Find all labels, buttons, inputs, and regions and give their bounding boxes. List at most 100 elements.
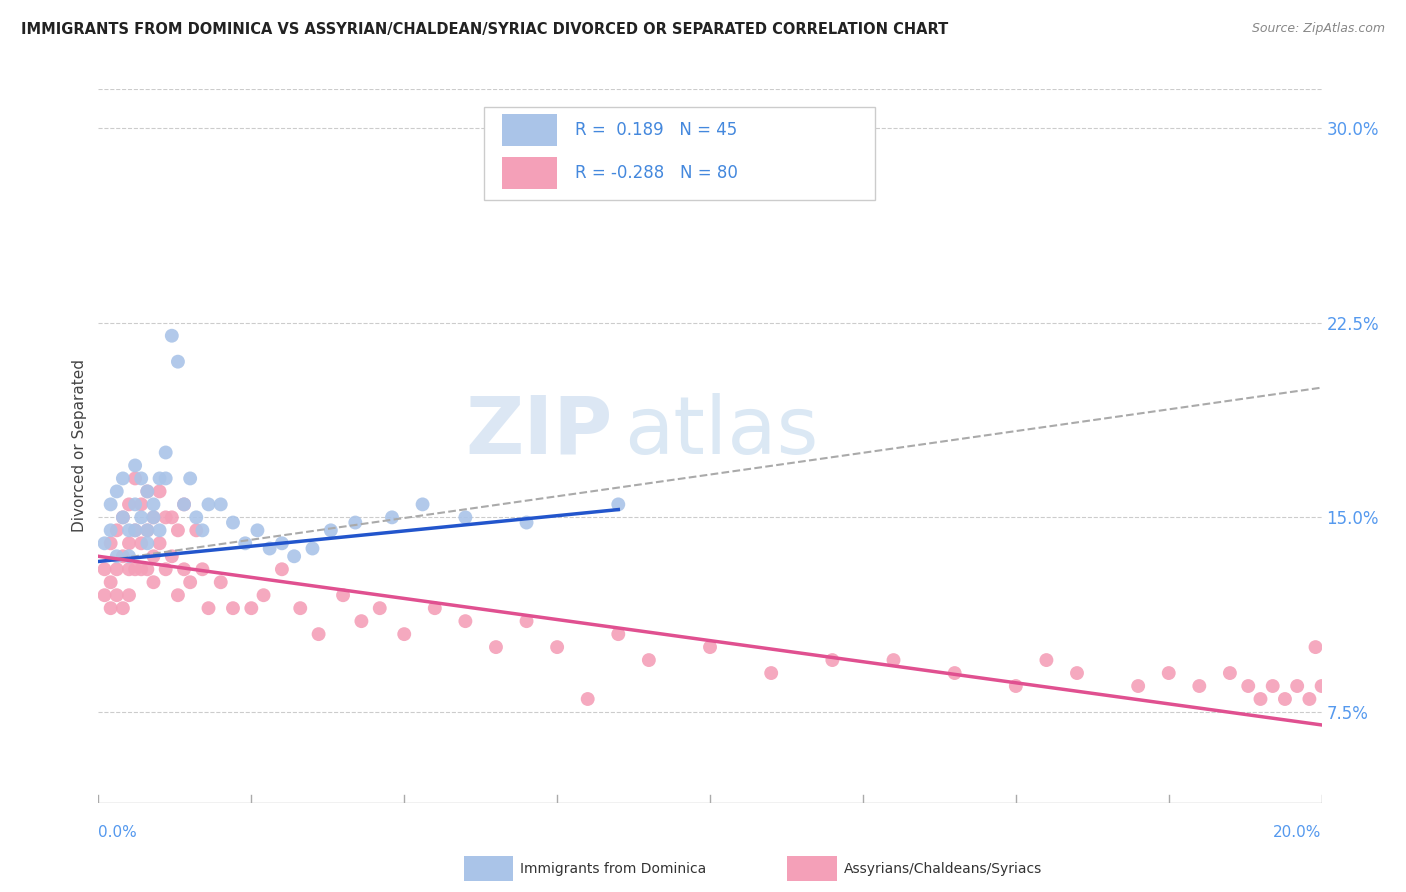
Point xyxy=(270,562,292,576)
Point xyxy=(943,666,966,681)
Point xyxy=(344,516,367,530)
Point xyxy=(516,614,538,628)
Point xyxy=(124,497,146,511)
Point xyxy=(129,536,152,550)
Point xyxy=(1249,692,1271,706)
Text: IMMIGRANTS FROM DOMINICA VS ASSYRIAN/CHALDEAN/SYRIAC DIVORCED OR SEPARATED CORRE: IMMIGRANTS FROM DOMINICA VS ASSYRIAN/CHA… xyxy=(21,22,948,37)
Point xyxy=(118,536,141,550)
Text: 20.0%: 20.0% xyxy=(1274,825,1322,840)
Point xyxy=(191,524,214,538)
Point xyxy=(1274,692,1296,706)
Point xyxy=(290,601,312,615)
Point xyxy=(111,471,134,485)
Point xyxy=(111,510,134,524)
Point xyxy=(516,516,538,530)
Point xyxy=(454,614,477,628)
Point xyxy=(252,588,274,602)
Point xyxy=(142,510,165,524)
Point xyxy=(155,471,177,485)
Point xyxy=(93,588,115,602)
Text: ZIP: ZIP xyxy=(465,392,612,471)
Point xyxy=(129,497,152,511)
Point xyxy=(576,692,599,706)
Point xyxy=(179,471,201,485)
Point xyxy=(319,524,342,538)
Point xyxy=(136,524,159,538)
Point xyxy=(173,562,195,576)
Point xyxy=(160,328,183,343)
Point xyxy=(167,588,190,602)
Point xyxy=(637,653,661,667)
Point xyxy=(105,524,128,538)
Point xyxy=(142,549,165,564)
Text: atlas: atlas xyxy=(624,392,818,471)
Point xyxy=(105,562,128,576)
Point xyxy=(155,445,177,459)
Point xyxy=(1188,679,1211,693)
Point xyxy=(118,497,141,511)
Point xyxy=(100,601,122,615)
Point xyxy=(124,458,146,473)
Text: R =  0.189   N = 45: R = 0.189 N = 45 xyxy=(575,121,738,139)
Point xyxy=(368,601,391,615)
Text: Source: ZipAtlas.com: Source: ZipAtlas.com xyxy=(1251,22,1385,36)
Point xyxy=(142,497,165,511)
Point xyxy=(136,562,159,576)
Point xyxy=(412,497,434,511)
Point xyxy=(93,536,115,550)
Point xyxy=(100,575,122,590)
Point xyxy=(454,510,477,524)
Point xyxy=(699,640,721,654)
Point xyxy=(124,562,146,576)
Point xyxy=(167,524,190,538)
Point xyxy=(240,601,263,615)
Point xyxy=(105,549,128,564)
Point xyxy=(100,536,122,550)
Point xyxy=(1066,666,1088,681)
Point xyxy=(100,524,122,538)
Point xyxy=(160,549,183,564)
Point xyxy=(136,536,159,550)
Point xyxy=(118,562,141,576)
Point xyxy=(1004,679,1026,693)
Point xyxy=(1305,640,1327,654)
Point xyxy=(173,497,195,511)
Point xyxy=(129,471,152,485)
FancyBboxPatch shape xyxy=(502,114,557,146)
Text: Immigrants from Dominica: Immigrants from Dominica xyxy=(520,862,706,876)
Point xyxy=(301,541,323,556)
Point xyxy=(1286,679,1309,693)
Point xyxy=(129,510,152,524)
Point xyxy=(118,549,141,564)
Point xyxy=(283,549,305,564)
Point xyxy=(142,510,165,524)
Point xyxy=(883,653,905,667)
Point xyxy=(270,536,292,550)
Point xyxy=(209,575,232,590)
Point xyxy=(485,640,508,654)
Text: Assyrians/Chaldeans/Syriacs: Assyrians/Chaldeans/Syriacs xyxy=(844,862,1042,876)
Point xyxy=(167,354,190,368)
Point xyxy=(155,510,177,524)
Point xyxy=(1261,679,1284,693)
Point xyxy=(607,497,630,511)
Point xyxy=(142,575,165,590)
Point xyxy=(821,653,844,667)
Point xyxy=(186,524,208,538)
Point xyxy=(149,524,172,538)
Point xyxy=(308,627,330,641)
Point xyxy=(1035,653,1057,667)
Point xyxy=(759,666,782,681)
Point xyxy=(197,601,219,615)
Point xyxy=(1219,666,1241,681)
Text: R = -0.288   N = 80: R = -0.288 N = 80 xyxy=(575,164,738,182)
Point xyxy=(350,614,373,628)
Point xyxy=(423,601,446,615)
Y-axis label: Divorced or Separated: Divorced or Separated xyxy=(72,359,87,533)
Point xyxy=(111,510,134,524)
Point xyxy=(105,484,128,499)
Point xyxy=(233,536,256,550)
Point xyxy=(118,588,141,602)
Point xyxy=(136,484,159,499)
Point xyxy=(93,562,115,576)
